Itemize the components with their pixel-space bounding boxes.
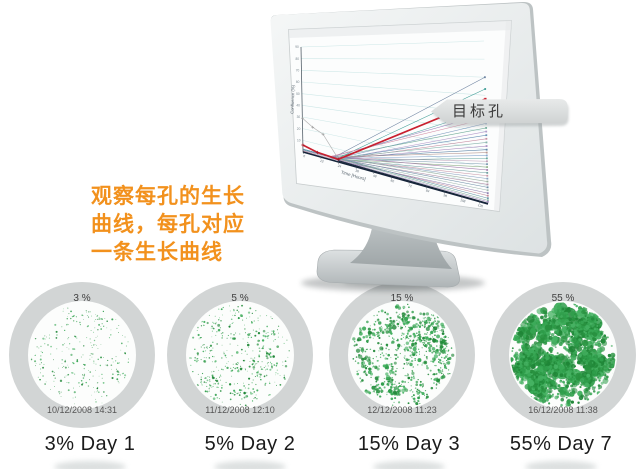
svg-text:50: 50 bbox=[296, 92, 300, 96]
screen-top-shade bbox=[288, 20, 512, 38]
svg-text:96: 96 bbox=[443, 193, 448, 198]
annotation-line-3: 一条生长曲线 bbox=[91, 241, 223, 264]
cell-colonies bbox=[30, 307, 130, 405]
svg-text:48: 48 bbox=[372, 174, 377, 179]
well-day-label-1: 3% Day 1 bbox=[44, 433, 136, 455]
well-confluence-label: 55 % bbox=[552, 293, 575, 304]
well-confluence-label: 3 % bbox=[73, 293, 90, 304]
well-area bbox=[28, 301, 136, 409]
svg-text:84: 84 bbox=[425, 188, 430, 193]
svg-text:60: 60 bbox=[390, 179, 395, 184]
svg-text:80: 80 bbox=[295, 57, 299, 61]
well-timestamp: 10/12/2008 14:31 bbox=[47, 405, 117, 415]
growth-curve-annotation: 观察每孔的生长 曲线，每孔对应 一条生长曲线 bbox=[91, 183, 291, 267]
svg-text:0: 0 bbox=[303, 154, 306, 158]
svg-text:70: 70 bbox=[296, 68, 300, 72]
svg-text:10: 10 bbox=[297, 138, 301, 142]
svg-text:36: 36 bbox=[355, 169, 360, 174]
cell-colonies bbox=[352, 303, 455, 408]
annotation-line-2: 曲线，每孔对应 bbox=[91, 213, 245, 236]
well-image-day7: 55 % 16/12/2008 11:38 bbox=[490, 282, 636, 428]
well-image-day2: 5 % 11/12/2008 12:10 bbox=[167, 282, 313, 428]
callout-banner bbox=[431, 99, 568, 124]
svg-text:108: 108 bbox=[460, 198, 466, 203]
well-day-label-3: 15% Day 3 bbox=[357, 433, 461, 455]
svg-text:30: 30 bbox=[297, 115, 301, 119]
well-image-day1: 3 % 10/12/2008 14:31 bbox=[9, 282, 155, 428]
well-images: 3 % 10/12/2008 14:31 5 % 11/12/2008 12:1… bbox=[9, 282, 636, 428]
svg-text:40: 40 bbox=[296, 103, 300, 107]
floor-shadows bbox=[54, 461, 597, 469]
target-well-label: 目标孔 bbox=[452, 103, 507, 120]
monitor-display: 10 20 30 40 50 60 70 80 90 0 12 24 36 48 60 72 84 96 108 12… bbox=[270, 1, 552, 292]
svg-text:20: 20 bbox=[297, 127, 301, 131]
target-well-callout bbox=[431, 99, 569, 127]
well-confluence-label: 5 % bbox=[231, 293, 248, 304]
cell-colonies bbox=[189, 304, 290, 407]
well-day-label-2: 5% Day 2 bbox=[204, 433, 296, 455]
well-timestamp: 12/12/2008 11:23 bbox=[367, 405, 436, 415]
svg-text:24: 24 bbox=[337, 164, 342, 169]
well-timestamp: 11/12/2008 12:10 bbox=[205, 405, 274, 415]
svg-text:72: 72 bbox=[408, 184, 413, 189]
well-image-day3: 15 % 12/12/2008 11:23 bbox=[329, 282, 475, 428]
svg-text:90: 90 bbox=[295, 45, 299, 49]
svg-text:120: 120 bbox=[477, 203, 483, 208]
svg-text:60: 60 bbox=[296, 80, 300, 84]
svg-text:Confluence (%): Confluence (%) bbox=[289, 84, 295, 114]
well-timestamp: 16/12/2008 11:38 bbox=[528, 405, 597, 415]
well-confluence-label: 15 % bbox=[391, 293, 414, 304]
well-day-label-4: 55% Day 7 bbox=[509, 433, 613, 455]
svg-text:12: 12 bbox=[320, 159, 325, 164]
annotation-line-1: 观察每孔的生长 bbox=[91, 185, 245, 208]
